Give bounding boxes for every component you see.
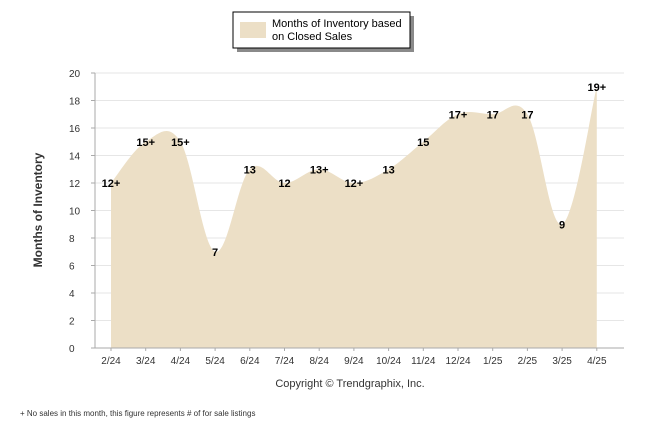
y-tick-label: 12 <box>69 179 81 190</box>
data-label: 17+ <box>449 109 468 121</box>
data-label: 13+ <box>310 164 329 176</box>
y-axis-title: Months of Inventory <box>31 152 45 267</box>
data-label: 13 <box>244 164 256 176</box>
x-tick-labels: 2/24 3/24 4/24 5/24 6/24 7/24 8/24 9/24 10/24 11/… <box>101 356 607 367</box>
copyright-text: Copyright © Trendgraphix, Inc. <box>275 378 424 390</box>
x-tick-label: 10/24 <box>376 356 401 367</box>
footnote-text: + No sales in this month, this figure re… <box>20 409 255 418</box>
y-tick-label: 0 <box>69 344 75 355</box>
x-tick-label: 4/25 <box>587 356 607 367</box>
y-tick-label: 8 <box>69 234 75 245</box>
data-label: 15+ <box>171 137 190 149</box>
x-tick-label: 12/24 <box>445 356 470 367</box>
x-tick-label: 2/25 <box>518 356 538 367</box>
y-tick-label: 6 <box>69 262 75 273</box>
y-tick-label: 18 <box>69 97 81 108</box>
data-label: 9 <box>559 219 565 231</box>
x-tick-label: 2/24 <box>101 356 121 367</box>
data-label: 7 <box>212 247 218 259</box>
legend-swatch <box>240 22 266 38</box>
data-label: 19+ <box>587 82 606 94</box>
area-fill <box>111 86 597 348</box>
x-tick-label: 5/24 <box>205 356 225 367</box>
y-tick-labels: 0 2 4 6 8 10 12 14 16 18 20 <box>69 69 81 355</box>
y-tick-label: 14 <box>69 152 81 163</box>
y-tick-label: 4 <box>69 289 75 300</box>
data-label: 12 <box>278 178 290 190</box>
x-tick-label: 9/24 <box>344 356 364 367</box>
y-tick-label: 16 <box>69 124 81 135</box>
data-label: 12+ <box>345 178 364 190</box>
y-tick-label: 2 <box>69 317 75 328</box>
data-label: 15+ <box>136 137 155 149</box>
x-tick-label: 11/24 <box>411 356 436 367</box>
data-labels: 12+ 15+ 15+ 7 13 12 13+ 12+ 13 15 17+ 17 17 9 19+ <box>102 82 606 259</box>
y-tick-label: 10 <box>69 207 81 218</box>
x-tick-label: 6/24 <box>240 356 260 367</box>
y-tick-label: 20 <box>69 69 81 80</box>
legend-line2: on Closed Sales <box>272 31 353 43</box>
legend-line1: Months of Inventory based <box>272 18 402 30</box>
x-tick-label: 3/25 <box>552 356 572 367</box>
axes <box>94 73 624 351</box>
x-tick-label: 3/24 <box>136 356 156 367</box>
x-tick-label: 4/24 <box>171 356 191 367</box>
x-tick-label: 7/24 <box>275 356 295 367</box>
data-label: 12+ <box>102 178 121 190</box>
x-tick-label: 1/25 <box>483 356 503 367</box>
data-label: 15 <box>417 137 429 149</box>
data-label: 13 <box>382 164 394 176</box>
x-tick-label: 8/24 <box>309 356 329 367</box>
data-label: 17 <box>521 109 533 121</box>
area-series <box>111 86 597 348</box>
legend: Months of Inventory based on Closed Sale… <box>232 11 414 52</box>
data-label: 17 <box>487 109 499 121</box>
